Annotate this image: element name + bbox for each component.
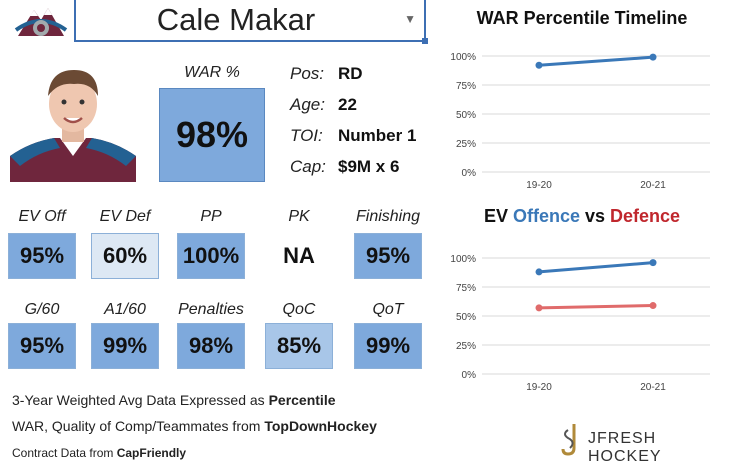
stat-tile: NA [283, 243, 315, 268]
chart-title-war-timeline: WAR Percentile Timeline [476, 8, 688, 28]
stat-tile: 99% [91, 323, 159, 369]
series-line [538, 55, 654, 67]
y-tick-label: 25% [456, 341, 476, 352]
stat-tile: 100% [177, 233, 245, 279]
stat-label-finishing: Finishing [355, 208, 421, 225]
note-emphasis: Percentile [268, 392, 336, 408]
info-value: Number 1 [338, 126, 417, 145]
stat-label-qot: QoT [372, 301, 404, 318]
stat-tile: 98% [177, 323, 245, 369]
data-point [535, 268, 543, 276]
stat-tile: 95% [8, 323, 76, 369]
info-value: 22 [338, 95, 357, 114]
note-text: WAR, Quality of Comp/Teammates from [12, 418, 265, 434]
info-key: Age: [290, 95, 325, 114]
note-emphasis: CapFriendly [116, 446, 187, 460]
data-point [649, 259, 657, 267]
x-tick-label: 19-20 [526, 382, 552, 393]
note-emphasis: TopDownHockey [264, 418, 377, 434]
player-name: Cale Makar [156, 2, 316, 37]
stat-label-ev-off: EV Off [18, 208, 66, 225]
title-part: EV [483, 206, 513, 226]
data-point [535, 61, 543, 69]
series-line [538, 261, 654, 274]
stat-tile: 95% [354, 233, 422, 279]
x-tick-label: 20-21 [640, 180, 666, 191]
series-line [538, 304, 654, 310]
y-tick-label: 75% [456, 283, 476, 294]
note-source-war: WAR, Quality of Comp/Teammates from TopD… [12, 418, 377, 434]
stat-tile: 99% [354, 323, 422, 369]
stat-tile: 60% [91, 233, 159, 279]
note-source-contract: Contract Data from CapFriendly [12, 446, 186, 460]
player-photo [10, 56, 136, 182]
note-text: Contract Data from [12, 446, 117, 460]
player-name-dropdown[interactable]: Cale Makar ▼ [74, 0, 428, 44]
stat-label-pk: PK [288, 208, 310, 225]
stat-tile: 85% [265, 323, 333, 369]
brand-mark-icon [561, 424, 576, 456]
info-key: Pos: [290, 64, 325, 83]
brand-name: JFRESH HOCKEY [588, 430, 662, 465]
note-text: 3-Year Weighted Avg Data Expressed as [12, 392, 269, 408]
note-percentile: 3-Year Weighted Avg Data Expressed as Pe… [12, 392, 336, 408]
y-tick-label: 100% [450, 52, 476, 63]
war-label: WAR % [184, 64, 240, 81]
info-key: Cap: [290, 157, 326, 176]
y-tick-label: 100% [450, 254, 476, 265]
y-tick-label: 25% [456, 139, 476, 150]
stat-label-penalties: Penalties [178, 301, 244, 318]
info-value: RD [338, 64, 363, 83]
stat-label-qoc: QoC [282, 301, 316, 318]
title-part: vs [579, 206, 611, 226]
data-point [649, 53, 657, 61]
cell-resize-handle[interactable] [422, 38, 428, 44]
title-defence: Defence [610, 206, 681, 226]
war-value-tile: 98% [159, 88, 265, 182]
y-tick-label: 0% [462, 168, 477, 179]
chart-title-ev-offence-defence: EV Offence vs Defence [434, 206, 730, 227]
war-percentile-chart: 0% 25% 50% 75% 100% 19-20 20-21 [450, 52, 710, 191]
y-tick-label: 50% [456, 312, 476, 323]
stat-tile: 95% [8, 233, 76, 279]
data-point [535, 304, 543, 312]
info-key: TOI: [290, 126, 323, 145]
data-point [649, 302, 657, 310]
y-tick-label: 0% [462, 370, 477, 381]
y-tick-label: 50% [456, 110, 476, 121]
stat-label-a160: A1/60 [104, 301, 146, 318]
ev-offence-defence-chart: 0% 25% 50% 75% 100% 19-20 20-21 [450, 254, 710, 393]
chevron-down-icon[interactable]: ▼ [404, 12, 416, 26]
brand-logo: JFRESH HOCKEY [560, 420, 720, 465]
x-tick-label: 20-21 [640, 382, 666, 393]
info-value: $9M x 6 [338, 157, 400, 176]
stat-label-pp: PP [200, 208, 222, 225]
y-tick-label: 75% [456, 81, 476, 92]
team-logo [14, 8, 68, 36]
x-tick-label: 19-20 [526, 180, 552, 191]
stat-label-g60: G/60 [24, 301, 60, 318]
title-offence: Offence [512, 206, 580, 226]
stat-label-ev-def: EV Def [99, 208, 151, 225]
